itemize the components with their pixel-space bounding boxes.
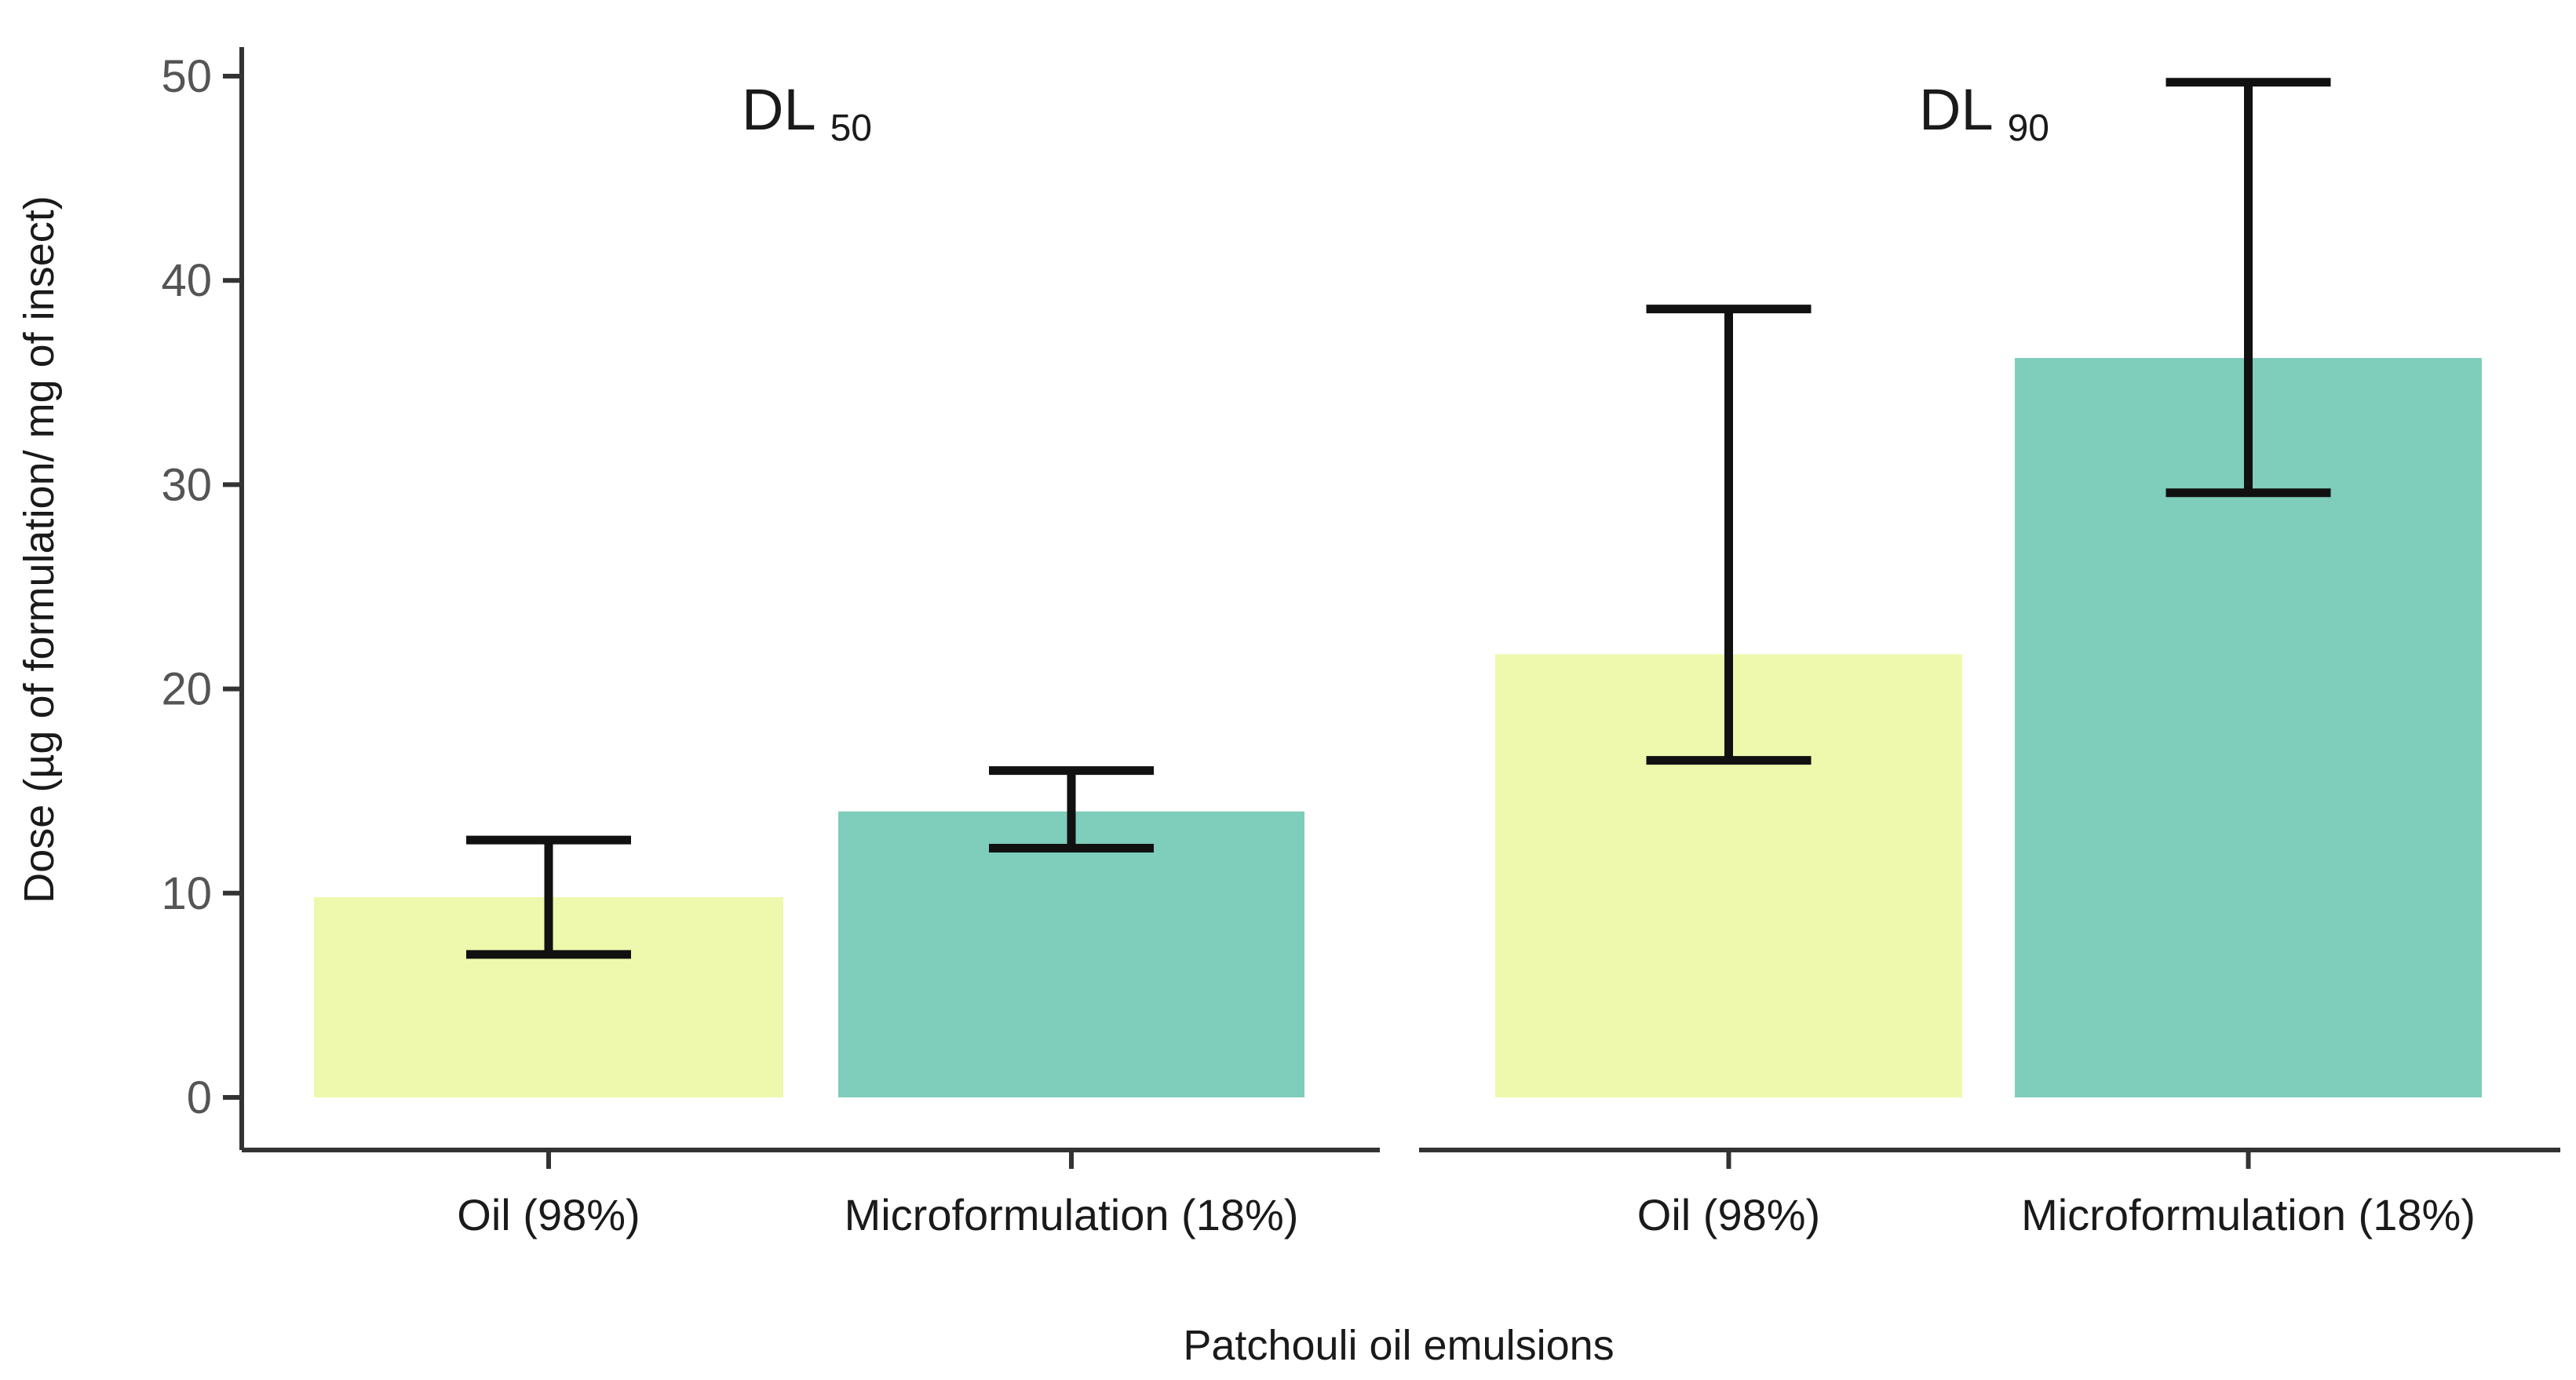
- x-axis-ticks: Oil (98%) Microformulation (18%) Oil (98%)…: [457, 1150, 2476, 1239]
- y-axis-ticks: 0 10 20 30 40 50: [161, 51, 242, 1123]
- x-axis-title: Patchouli oil emulsions: [1183, 1322, 1614, 1369]
- panel-title-subscript: 50: [830, 108, 872, 149]
- y-tick-label: 30: [161, 459, 212, 510]
- panel-title-main: DL: [742, 77, 816, 142]
- panel-title-subscript: 90: [2008, 108, 2049, 149]
- y-tick-label: 10: [161, 868, 212, 919]
- y-tick-label: 40: [161, 255, 212, 306]
- x-tick-label: Microformulation (18%): [2021, 1190, 2476, 1239]
- panel-title: DL 50: [742, 77, 872, 149]
- bars: [314, 358, 2482, 1097]
- y-tick-label: 20: [161, 664, 212, 715]
- panel-titles: DL 50 DL 90: [742, 77, 2049, 149]
- y-axis-title: Dose (µg of formulation/ mg of insect): [16, 195, 63, 903]
- bar-1-2: [838, 811, 1304, 1097]
- x-tick-label: Oil (98%): [1637, 1190, 1820, 1239]
- y-tick-label: 0: [187, 1072, 212, 1123]
- x-tick-label: Microformulation (18%): [845, 1190, 1299, 1239]
- error-bars: [466, 78, 2331, 959]
- y-tick-label: 50: [161, 51, 212, 102]
- panel-title-main: DL: [1919, 77, 1994, 142]
- panel-title: DL 90: [1919, 77, 2049, 149]
- x-tick-label: Oil (98%): [457, 1190, 640, 1239]
